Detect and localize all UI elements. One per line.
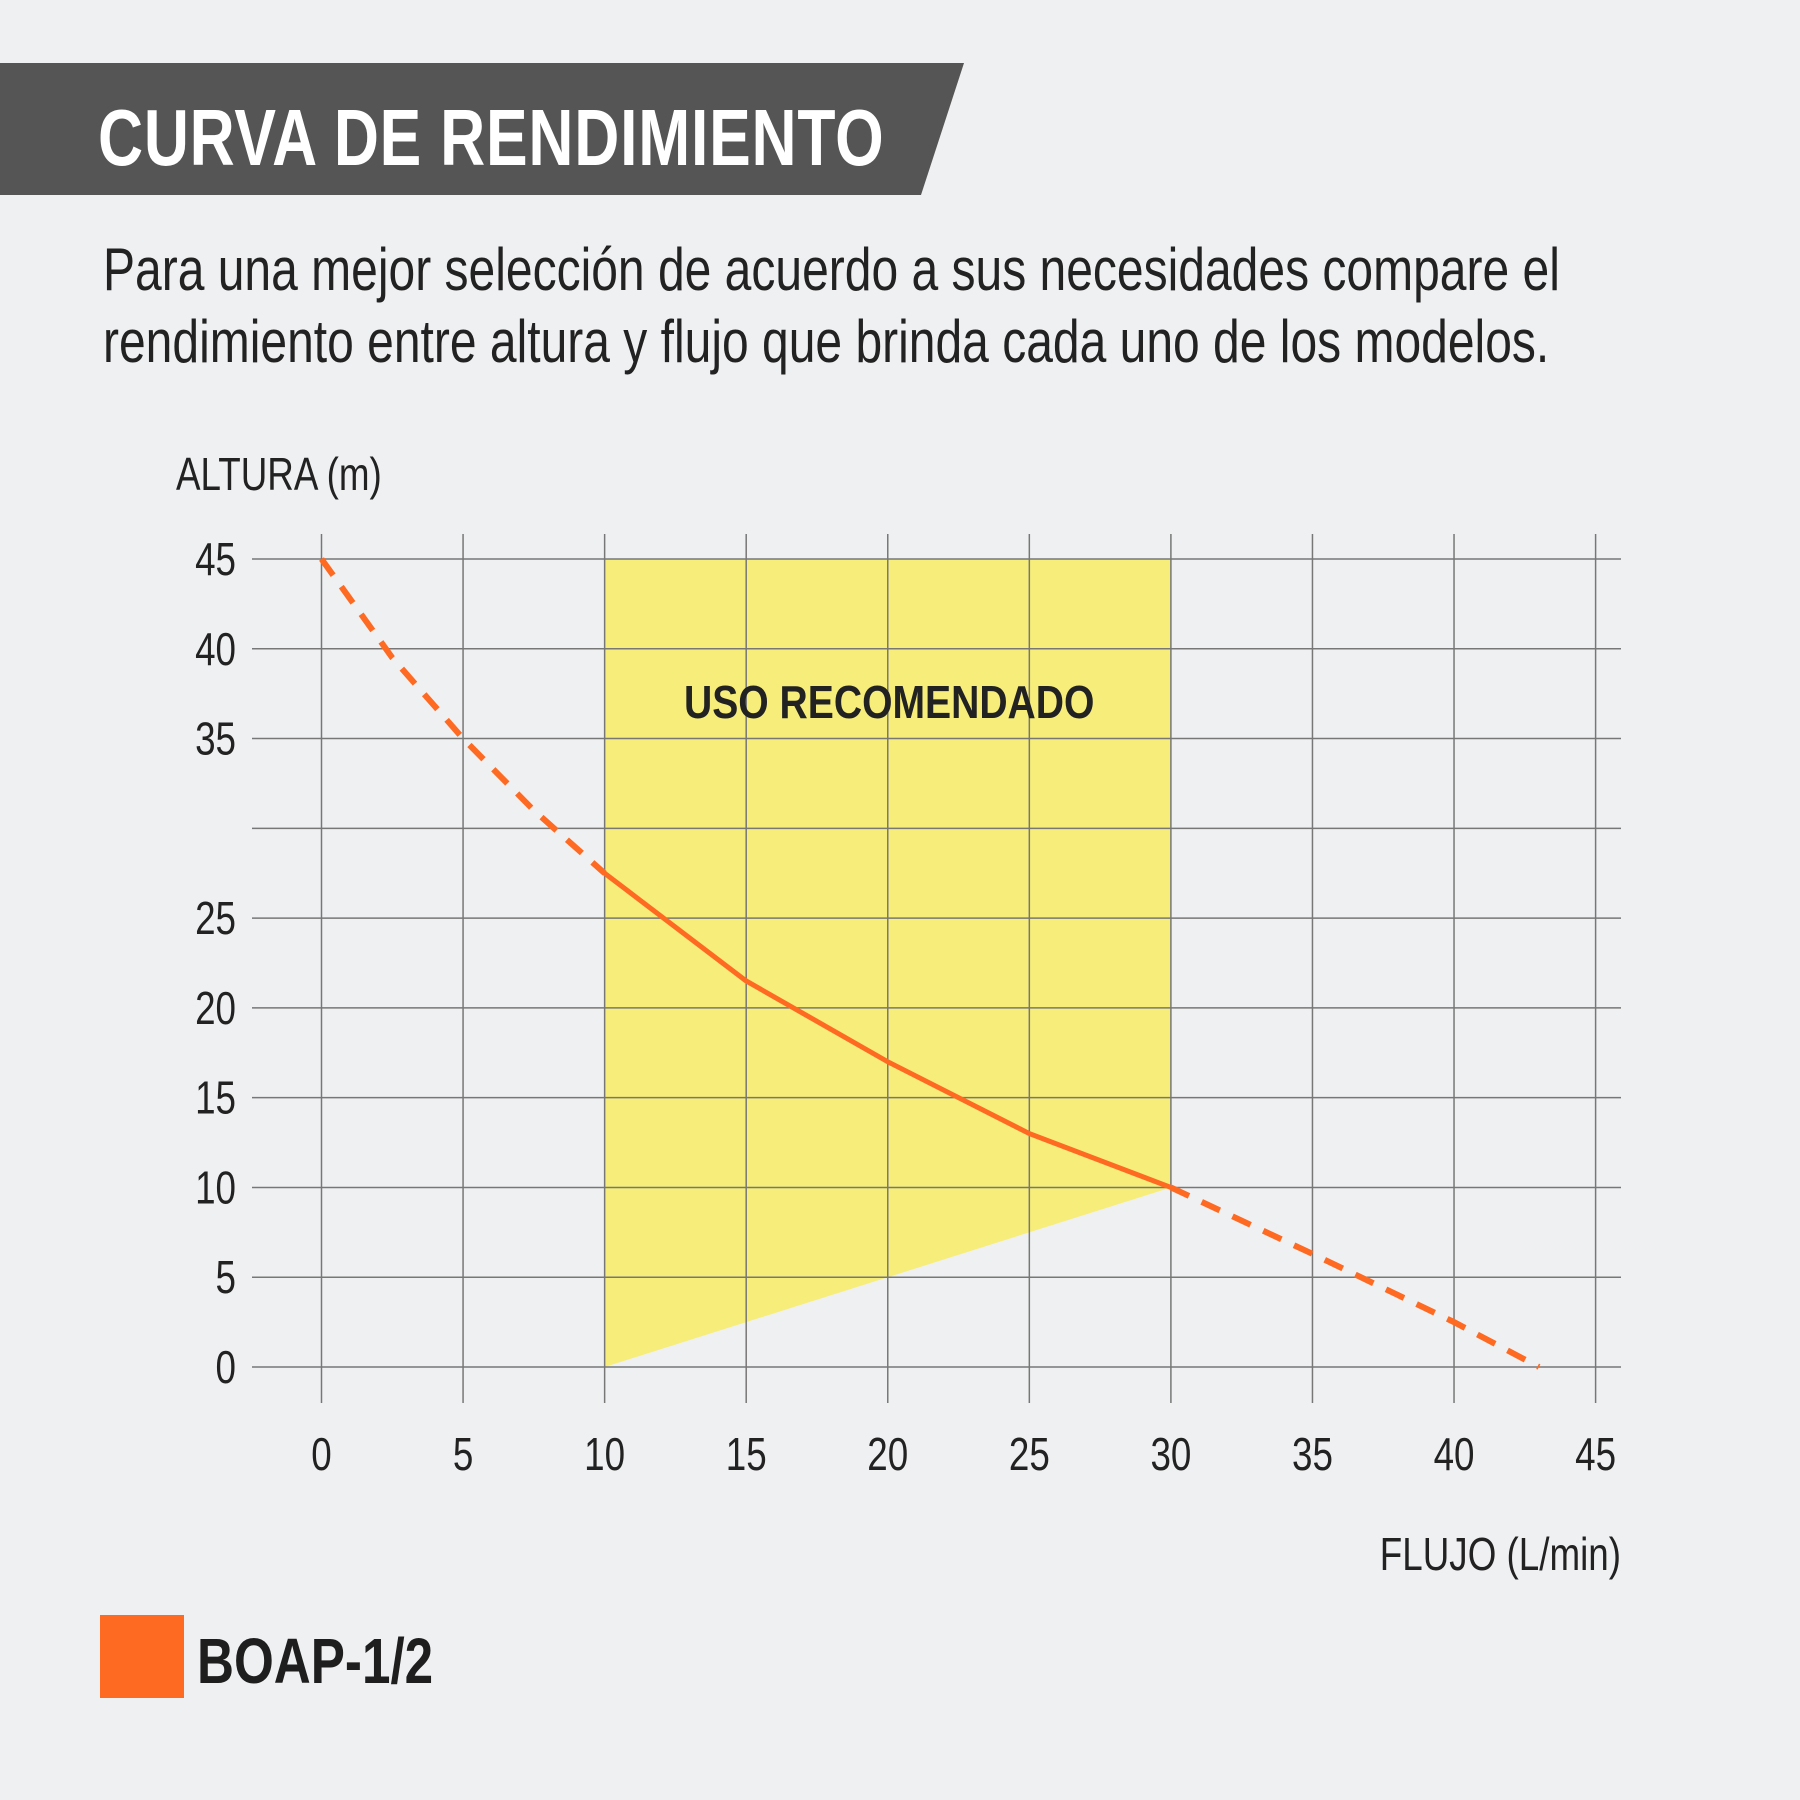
x-tick-label: 45 <box>1575 1428 1616 1480</box>
x-tick-label: 20 <box>867 1428 908 1480</box>
x-tick-label: 0 <box>311 1428 331 1480</box>
y-tick-label: 45 <box>195 533 236 585</box>
legend-swatch-boap <box>100 1615 184 1698</box>
y-tick-label: 10 <box>195 1161 236 1213</box>
description: Para una mejor selección de acuerdo a su… <box>103 234 1560 378</box>
y-tick-label: 40 <box>195 623 236 675</box>
x-tick-label: 25 <box>1009 1428 1050 1480</box>
series <box>319 557 1541 1370</box>
y-tick-label: 20 <box>195 982 236 1034</box>
series-line-recommended <box>602 870 1174 1190</box>
page-title: CURVA DE RENDIMIENTO <box>98 93 885 182</box>
description-line-2: rendimiento entre altura y flujo que bri… <box>103 308 1550 375</box>
y-tick-label: 5 <box>216 1251 236 1303</box>
x-tick-label: 5 <box>453 1428 473 1480</box>
banner-shape <box>0 63 964 195</box>
y-tick-label: 15 <box>195 1072 236 1124</box>
legend-label-boap: BOAP-1/2 <box>197 1625 434 1697</box>
x-tick-label: 40 <box>1434 1428 1475 1480</box>
x-tick-label: 10 <box>584 1428 625 1480</box>
y-axis-label: ALTURA (m) <box>176 448 382 500</box>
x-tick-label: 35 <box>1292 1428 1333 1480</box>
x-tick-label: 15 <box>726 1428 767 1480</box>
y-tick-label: 25 <box>195 892 236 944</box>
x-axis-label: FLUJO (L/min) <box>1380 1528 1621 1580</box>
y-tick-label: 0 <box>216 1341 236 1393</box>
series-line-dashed-right <box>1169 1184 1541 1370</box>
title-banner <box>0 63 964 195</box>
description-line-1: Para una mejor selección de acuerdo a su… <box>103 236 1560 303</box>
x-tick-label: 30 <box>1150 1428 1191 1480</box>
series-line-dashed-left <box>319 557 607 876</box>
recommended-zone-label: USO RECOMENDADO <box>684 677 1094 729</box>
y-tick-label: 35 <box>195 713 236 765</box>
ticks: 0 5 10 15 20 25 30 35 40 45 0 5 10 15 20 25 35 40 45 <box>195 533 1616 1480</box>
grid <box>252 534 1621 1403</box>
